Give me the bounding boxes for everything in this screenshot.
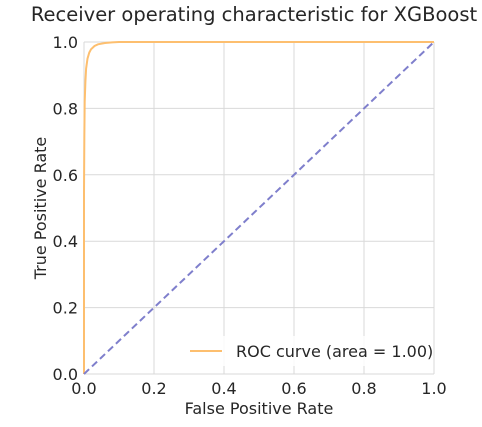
- chance-diagonal-line: [83, 41, 435, 375]
- y-tick-label: 0.2: [53, 299, 78, 318]
- y-tick-labels: 0.0 0.2 0.4 0.6 0.8 1.0: [53, 33, 78, 384]
- x-tick-label: 0.6: [281, 379, 306, 398]
- x-tick-label: 0.0: [71, 379, 96, 398]
- chart-title: Receiver operating characteristic for XG…: [31, 3, 478, 26]
- y-tick-label: 0.4: [53, 232, 78, 251]
- x-tick-label: 0.4: [211, 379, 236, 398]
- y-tick-label: 0.0: [53, 365, 78, 384]
- x-tick-label: 0.2: [141, 379, 166, 398]
- y-tick-label: 1.0: [53, 33, 78, 52]
- x-tick-label: 0.8: [351, 379, 376, 398]
- plot-lines: [83, 41, 435, 375]
- x-tick-label: 1.0: [421, 379, 446, 398]
- legend-box: [184, 336, 428, 366]
- legend-label-roc: ROC curve (area = 1.00): [236, 342, 433, 361]
- roc-curve-line: [83, 41, 434, 374]
- legend: ROC curve (area = 1.00): [184, 336, 433, 366]
- y-axis-label: True Positive Rate: [31, 137, 50, 281]
- y-tick-label: 0.6: [53, 166, 78, 185]
- x-axis-label: False Positive Rate: [185, 399, 334, 418]
- y-tick-label: 0.8: [53, 99, 78, 118]
- x-tick-labels: 0.0 0.2 0.4 0.6 0.8 1.0: [71, 379, 446, 398]
